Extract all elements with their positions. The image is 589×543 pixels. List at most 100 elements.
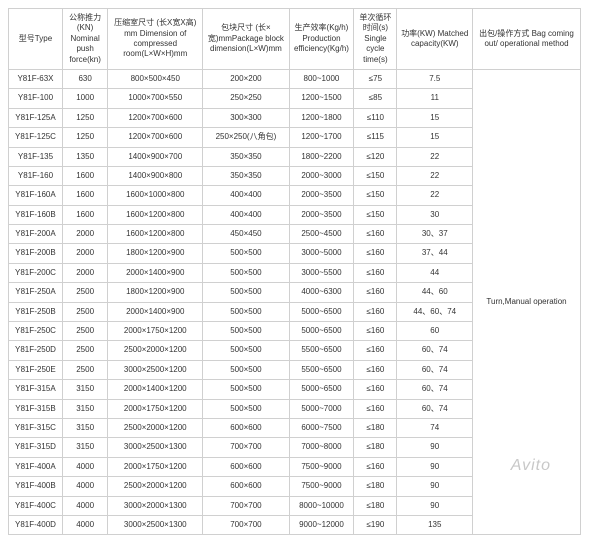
cell: 500×500 [203, 302, 289, 321]
cell: 700×700 [203, 515, 289, 534]
cell: 1600×1200×800 [108, 225, 203, 244]
cell: 44、60、74 [397, 302, 473, 321]
cell: 60、74 [397, 380, 473, 399]
cell: 1400×900×700 [108, 147, 203, 166]
cell: 3000×2500×1300 [108, 438, 203, 457]
cell: ≤150 [354, 205, 397, 224]
cell: 3150 [62, 399, 107, 418]
cell: ≤160 [354, 244, 397, 263]
col-cycle: 单次循环时间(s) Single cycle time(s) [354, 9, 397, 70]
cell: 15 [397, 108, 473, 127]
cell: 2500 [62, 341, 107, 360]
cell: 44 [397, 263, 473, 282]
cell: Y81F-250D [9, 341, 63, 360]
cell: 5000~7000 [289, 399, 354, 418]
cell: 700×700 [203, 496, 289, 515]
cell: Y81F-160B [9, 205, 63, 224]
cell: 5500~6500 [289, 341, 354, 360]
cell: Y81F-315D [9, 438, 63, 457]
spec-table: 型号Type 公称推力 (KN) Nominal push force(kn) … [8, 8, 581, 535]
cell: 1600×1200×800 [108, 205, 203, 224]
cell: 2000~3500 [289, 205, 354, 224]
cell: 4000~6300 [289, 283, 354, 302]
cell: 30、37 [397, 225, 473, 244]
cell: 1600×1000×800 [108, 186, 203, 205]
cell: 1800~2200 [289, 147, 354, 166]
cell: ≤180 [354, 477, 397, 496]
cell: 400×400 [203, 205, 289, 224]
cell: 4000 [62, 477, 107, 496]
cell: 2000 [62, 244, 107, 263]
cell: ≤180 [354, 418, 397, 437]
cell: 60、74 [397, 399, 473, 418]
cell: 350×350 [203, 166, 289, 185]
cell: 450×450 [203, 225, 289, 244]
cell: 500×500 [203, 283, 289, 302]
cell: 2500 [62, 302, 107, 321]
cell: 2000 [62, 263, 107, 282]
cell: 4000 [62, 457, 107, 476]
cell: Y81F-400B [9, 477, 63, 496]
cell: ≤85 [354, 89, 397, 108]
cell: 500×500 [203, 322, 289, 341]
cell: 3150 [62, 438, 107, 457]
cell: 2000~3500 [289, 186, 354, 205]
col-block: 包块尺寸 (长×宽)mmPackage block dimension(L×W)… [203, 9, 289, 70]
cell: ≤115 [354, 128, 397, 147]
cell: 1000 [62, 89, 107, 108]
cell: 60、74 [397, 360, 473, 379]
cell: Y81F-315A [9, 380, 63, 399]
cell: 800~1000 [289, 69, 354, 88]
cell: Y81F-200C [9, 263, 63, 282]
cell: ≤120 [354, 147, 397, 166]
cell: 2500×2000×1200 [108, 341, 203, 360]
cell: 74 [397, 418, 473, 437]
cell: 500×500 [203, 399, 289, 418]
cell: Y81F-200A [9, 225, 63, 244]
cell: ≤190 [354, 515, 397, 534]
cell: 400×400 [203, 186, 289, 205]
cell: ≤110 [354, 108, 397, 127]
cell: ≤160 [354, 283, 397, 302]
cell: 3000×2500×1200 [108, 360, 203, 379]
cell: 22 [397, 186, 473, 205]
col-room: 压缩室尺寸 (长X宽X高) mm Dimension of compressed… [108, 9, 203, 70]
cell: 22 [397, 147, 473, 166]
cell: 2500 [62, 322, 107, 341]
cell: 2000×1750×1200 [108, 457, 203, 476]
cell: 1200~1800 [289, 108, 354, 127]
cell: 37、44 [397, 244, 473, 263]
cell: Y81F-100 [9, 89, 63, 108]
cell: 5000~6500 [289, 322, 354, 341]
cell: Y81F-400A [9, 457, 63, 476]
col-method: 出包/操作方式 Bag coming out/ operational meth… [473, 9, 581, 70]
cell: Y81F-160A [9, 186, 63, 205]
cell: 90 [397, 457, 473, 476]
cell: 2000 [62, 225, 107, 244]
cell: 3150 [62, 380, 107, 399]
cell: ≤160 [354, 380, 397, 399]
cell: 4000 [62, 515, 107, 534]
cell: 1250 [62, 108, 107, 127]
cell: 600×600 [203, 418, 289, 437]
cell: 11 [397, 89, 473, 108]
cell: 3000×2500×1300 [108, 515, 203, 534]
cell: Y81F-250B [9, 302, 63, 321]
cell: 8000~10000 [289, 496, 354, 515]
cell: 1600 [62, 166, 107, 185]
cell: 1250 [62, 128, 107, 147]
cell: 60、74 [397, 341, 473, 360]
cell: Y81F-63X [9, 69, 63, 88]
cell: 2000×1750×1200 [108, 399, 203, 418]
cell: 500×500 [203, 360, 289, 379]
cell: 1200~1500 [289, 89, 354, 108]
cell: ≤150 [354, 186, 397, 205]
cell: 500×500 [203, 263, 289, 282]
cell: 90 [397, 496, 473, 515]
cell: Y81F-400D [9, 515, 63, 534]
cell: 800×500×450 [108, 69, 203, 88]
cell: 90 [397, 477, 473, 496]
cell: 1600 [62, 205, 107, 224]
cell: ≤160 [354, 457, 397, 476]
cell: 2000~3000 [289, 166, 354, 185]
